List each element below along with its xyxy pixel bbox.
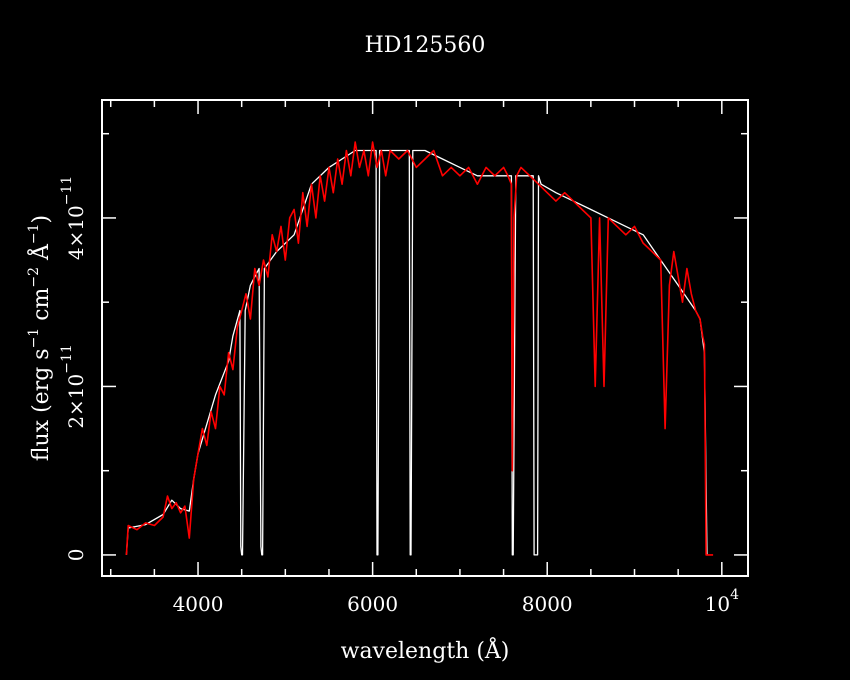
- plot-frame: [101, 99, 749, 577]
- x-tick-label-base: 4000: [173, 592, 224, 616]
- x-tick-label: 6000: [347, 592, 398, 616]
- y-label-part: ): [29, 215, 54, 224]
- x-tick-label-exp: 4: [730, 587, 739, 603]
- y-tick-label-base: 2×10: [64, 374, 88, 429]
- y-tick-label: 4×10−11: [59, 176, 88, 260]
- y-label-part: flux (erg s: [29, 348, 54, 461]
- y-tick-label: 0: [64, 549, 88, 562]
- y-tick-label: 2×10−11: [59, 344, 88, 428]
- plot-area: [125, 141, 714, 556]
- x-tick-label-base: 8000: [522, 592, 573, 616]
- x-axis-label: wavelength (Å): [341, 636, 510, 664]
- y-label-sup: −1: [26, 223, 42, 244]
- y-axis-label: flux (erg s−1 cm−2 Å−1): [26, 215, 54, 461]
- x-tick-label-base: 10: [705, 592, 730, 616]
- spectrum-series-2: [125, 141, 714, 556]
- y-tick-label-exp: −11: [59, 344, 75, 374]
- y-tick-label-base: 0: [64, 549, 88, 562]
- y-tick-label-base: 4×10: [64, 205, 88, 260]
- x-tick-label: 8000: [522, 592, 573, 616]
- x-tick-label: 4000: [173, 592, 224, 616]
- y-tick-label-exp: −11: [59, 176, 75, 206]
- x-tick-label: 104: [705, 587, 739, 616]
- y-label-part: Å: [26, 243, 54, 267]
- y-label-sup: −1: [26, 328, 42, 349]
- x-tick-label-base: 6000: [347, 592, 398, 616]
- spectrum-series-1: [125, 149, 708, 556]
- y-label-part: cm: [29, 287, 54, 327]
- y-label-sup: −2: [26, 267, 42, 288]
- chart-title: HD125560: [365, 33, 486, 58]
